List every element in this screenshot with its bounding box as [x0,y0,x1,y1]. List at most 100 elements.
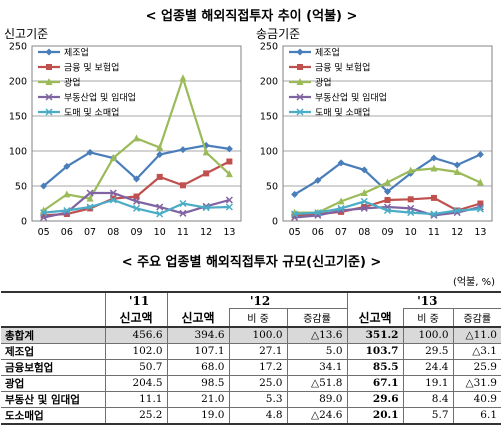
data-point [156,143,164,151]
table-title: < 주요 업종별 해외직접투자 규모(신고기준) > [121,255,382,270]
x-tick-label: 10 [154,227,166,238]
table-cell: 17.2 [228,358,288,376]
table-cell: 85.5 [346,358,404,376]
data-point [383,206,392,215]
data-point [407,166,415,174]
data-point [86,148,94,156]
table-cell: △3.1 [452,342,501,360]
legend-label: 광업 [64,77,81,89]
data-point [384,178,391,186]
x-tick-label: 13 [223,227,235,238]
data-point [132,204,141,212]
data-point [63,190,71,198]
data-point [156,151,164,158]
data-point [133,134,140,142]
data-point [384,188,391,196]
data-point [63,162,71,170]
x-tick-label: 07 [335,227,347,238]
data-point [45,108,53,116]
data-point [384,197,391,203]
table-cell: 6.1 [452,406,501,425]
y-tick-label: 50 [15,182,27,193]
data-point [40,209,48,217]
data-point [225,203,233,211]
y-tick-label: 250 [260,42,278,53]
chart-section-title: < 업종별 해외직접투자 추이 (억불) > [145,9,358,24]
table-cell: 5.3 [228,390,288,408]
data-point [314,176,322,184]
table-cell: 21.0 [166,390,230,408]
x-tick-label: 13 [474,227,486,238]
subheader: 증감률 [286,308,348,327]
table-cell: 29.5 [402,342,454,360]
data-point [407,196,414,203]
data-point [476,178,484,186]
data-point [203,170,210,177]
x-tick-label: 07 [84,227,96,238]
year-header-12: '12 [166,291,348,309]
table-row: 금융보험업 50.7 68.0 17.2 34.1 85.5 24.4 25.9 [1,358,501,376]
legend-label: 도매 및 소매업 [315,107,370,119]
table-row: 부동산 및 임대업 11.1 21.0 5.3 89.0 29.6 8.4 40… [1,390,501,408]
subheader: 신고액 [104,308,168,327]
table-cell: 456.6 [104,325,168,344]
table-cell: 5.7 [402,406,454,425]
y-tick-label: 150 [260,112,278,123]
table-cell: 29.6 [346,390,404,408]
data-point [297,64,303,70]
table-cell: △31.9 [452,374,501,392]
table-cell: 4.8 [228,406,288,425]
data-point [225,196,233,204]
year-header-11: '11 [104,291,168,309]
row-label: 제조업 [1,342,106,360]
x-tick-label: 08 [107,227,119,238]
table-row: 광업 204.5 98.5 25.0 △51.8 67.1 19.1 △31.9 [1,374,501,392]
row-label: 부동산 및 임대업 [1,390,106,408]
y-tick-label: 100 [260,147,278,158]
table-cell: 20.1 [346,406,404,425]
x-tick-label: 08 [358,227,370,238]
legend-label: 금융 및 보험업 [315,62,370,74]
table-unit: (억불, %) [452,277,495,288]
data-point [453,206,461,215]
data-point [45,78,53,85]
row-label: 도소매업 [1,406,106,425]
y-tick-label: 250 [9,42,27,53]
y-tick-label: 100 [9,147,27,158]
table-cell: 25.9 [452,358,501,376]
y-tick-label: 150 [9,112,27,123]
data-point [63,206,71,215]
x-tick-label: 06 [61,227,73,238]
data-point [337,159,345,167]
row-label: 금융보험업 [1,358,106,376]
data-point [360,197,368,205]
x-tick-label: 09 [381,227,393,238]
row-label: 총합계 [1,325,106,344]
data-point [156,210,164,218]
table-cell: 67.1 [346,374,404,392]
table-cell: 25.0 [228,374,288,392]
year-header-13: '13 [346,291,501,309]
table-cell: 100.0 [228,325,288,344]
legend-label: 광업 [315,77,332,89]
table-cell: 89.0 [286,390,348,408]
subheader: 신고액 [166,308,230,327]
data-point [476,205,484,213]
x-tick-label: 09 [130,227,142,238]
table-cell: 107.1 [166,342,230,360]
data-point [407,209,415,217]
table-cell: 351.2 [346,325,404,344]
table-cell: 40.9 [452,390,501,408]
table-cell: 50.7 [104,358,168,376]
table-cell: 27.1 [228,342,288,360]
data-point [296,108,304,116]
chart2-subtitle: 송금기준 [256,27,301,41]
legend-label: 부동산업 및 임대업 [64,92,136,104]
row-label: 광업 [1,374,106,392]
data-point [109,189,117,197]
chart1-subtitle: 신고기준 [4,27,49,41]
legend-label: 제조업 [64,48,89,59]
data-point [202,148,210,156]
table-cell: △51.8 [286,374,348,392]
